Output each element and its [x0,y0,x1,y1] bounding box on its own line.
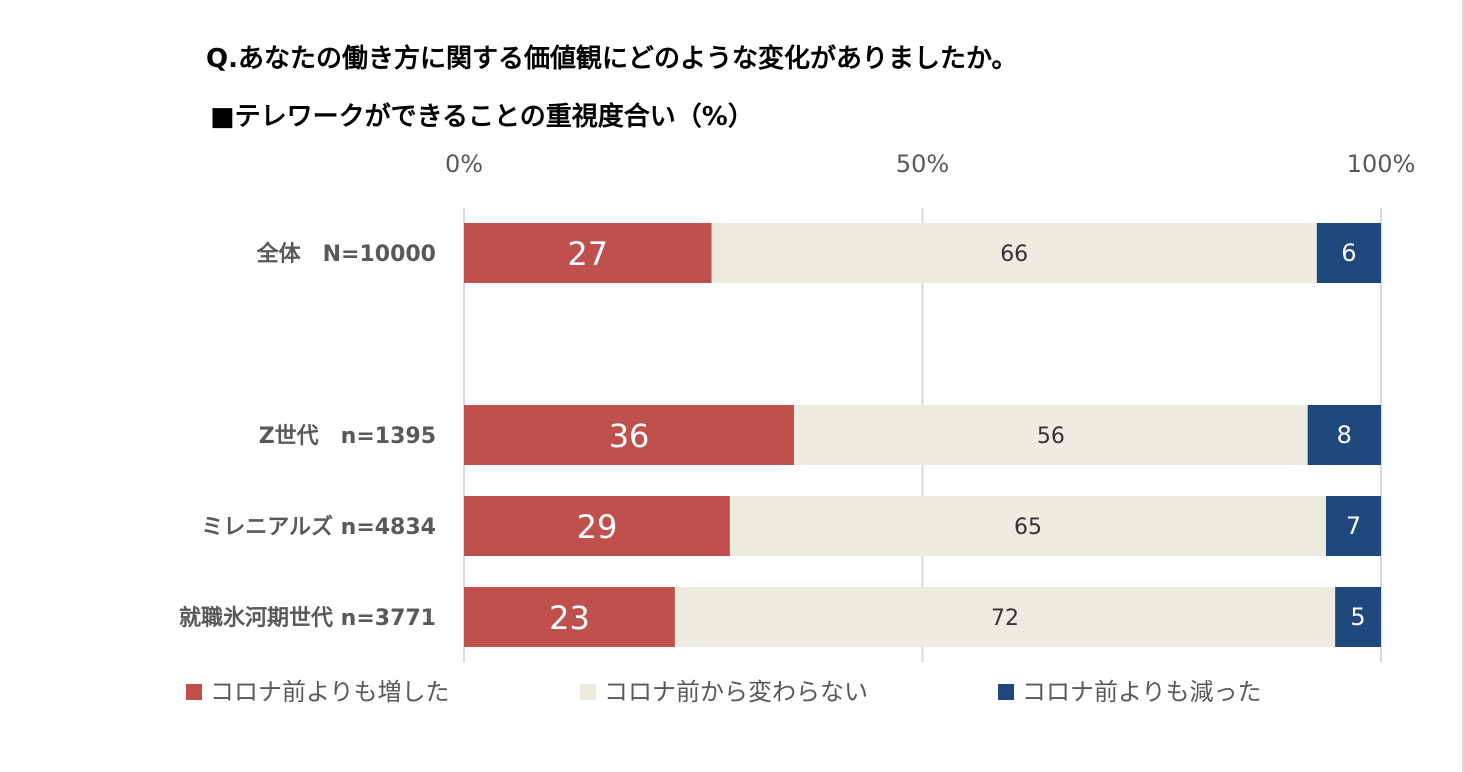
legend-swatch [998,684,1014,700]
bar-segment [464,405,795,465]
data-label: 8 [1337,421,1352,449]
category-label: Z世代 n=1395 [259,424,436,449]
bar-segment [711,223,1317,283]
bar-segment [464,587,675,647]
data-label: 66 [1000,242,1028,267]
x-tick-label: 100% [1347,150,1416,178]
data-label: 36 [609,417,650,455]
bar-segment [1335,587,1381,647]
data-label: 6 [1341,239,1356,267]
legend-swatch [580,684,596,700]
bar-segment [674,587,1336,647]
data-label: 29 [577,508,618,546]
legend-label: コロナ前よりも増した [210,678,450,706]
legend-swatch [186,684,202,700]
data-label: 7 [1346,512,1361,540]
bar-segment [1325,496,1381,556]
x-tick-label: 0% [445,150,483,178]
legend-label: コロナ前よりも減った [1022,678,1262,706]
frame-border [1462,0,1464,772]
data-label: 72 [991,606,1019,631]
data-label: 5 [1350,603,1365,631]
bar-segment [464,223,712,283]
chart-subtitle: ■テレワークができることの重視度合い（%） [210,102,754,132]
data-label: 65 [1014,515,1042,540]
data-label: 23 [549,599,590,637]
data-label: 27 [567,235,608,273]
category-label: 就職氷河期世代 n=3771 [179,605,436,631]
bar-segment [1307,405,1381,465]
legend-label: コロナ前から変わらない [604,678,868,706]
x-tick-label: 50% [896,150,949,178]
bar-segment [464,496,730,556]
bar-segment [1316,223,1381,283]
chart-title: Q.あなたの働き方に関する価値観にどのような変化がありましたか。 [206,44,1018,74]
bar-segment [729,496,1326,556]
data-label: 56 [1037,424,1065,449]
category-label: ミレニアルズ n=4834 [201,514,436,540]
bar-segment [794,405,1308,465]
category-label: 全体 N=10000 [256,241,436,267]
